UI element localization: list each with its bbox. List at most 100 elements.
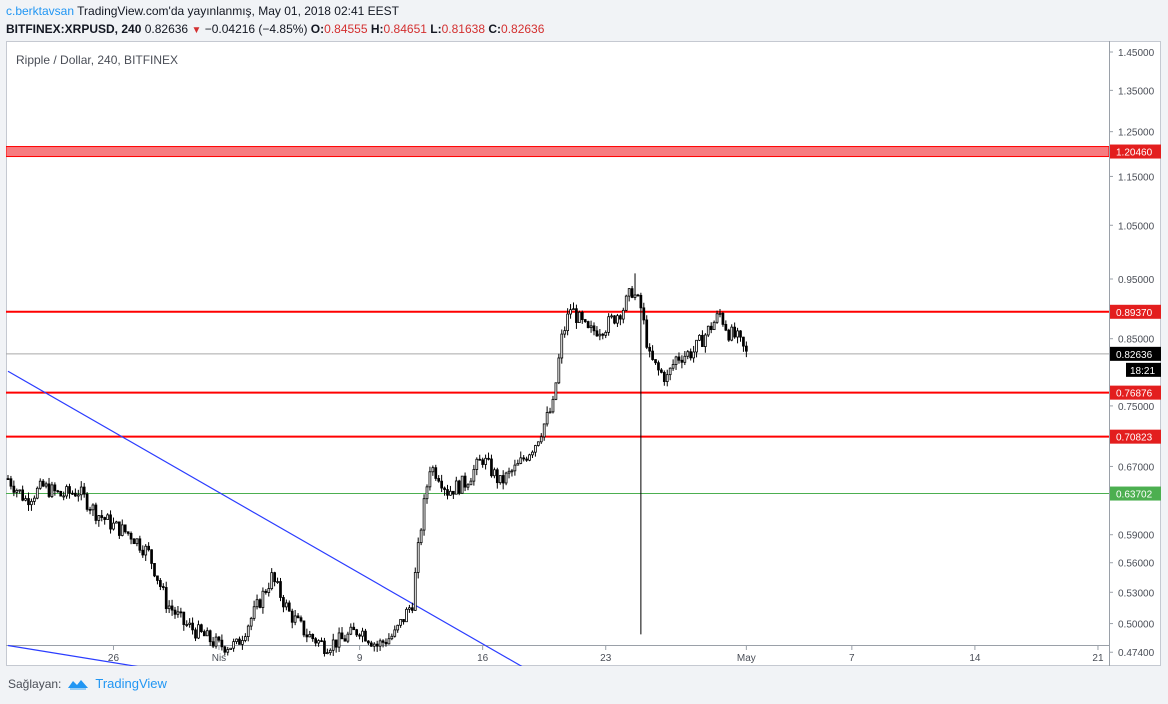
- author-link[interactable]: c.berktavsan: [6, 4, 75, 18]
- price-tick-label: 1.05000: [1118, 221, 1155, 232]
- candle-body: [367, 640, 370, 644]
- candle-body: [138, 538, 142, 551]
- candle-body: [132, 538, 136, 545]
- candle-body: [252, 606, 256, 619]
- support-3-tag: [1110, 486, 1161, 501]
- candle-body: [408, 607, 411, 610]
- candle-body: [730, 326, 734, 341]
- tradingview-logo-icon[interactable]: [67, 678, 89, 690]
- candle-body: [472, 469, 476, 482]
- candle-body: [528, 454, 531, 461]
- candle-body: [712, 321, 716, 331]
- candle-body: [651, 350, 654, 360]
- ohlc-header: BITFINEX:XRPUSD, 240 0.82636 ▼ −0.04216 …: [6, 22, 544, 36]
- candle-body: [733, 326, 736, 338]
- candle-body: [698, 334, 701, 341]
- candle-body: [220, 639, 224, 648]
- candle-body: [572, 308, 575, 311]
- candle-body: [410, 607, 414, 611]
- candle-body: [513, 464, 517, 472]
- candle-body: [531, 451, 534, 456]
- resistance-zone: [6, 146, 1109, 158]
- candle-body: [267, 588, 271, 593]
- candle-body: [311, 634, 315, 640]
- candle-body: [516, 463, 520, 466]
- candle-body: [481, 459, 485, 465]
- candle-body: [671, 364, 675, 369]
- candle-body: [560, 333, 564, 359]
- candle-body: [695, 339, 698, 353]
- candle-body: [504, 472, 508, 484]
- candle-body: [554, 382, 558, 400]
- symbol-label: BITFINEX:XRPUSD, 240: [6, 22, 142, 36]
- candle-body: [135, 538, 139, 545]
- candle-body: [185, 624, 189, 626]
- candle-body: [604, 331, 608, 336]
- candle-body: [328, 649, 332, 654]
- candle-body: [91, 504, 95, 511]
- open-value: 0.84555: [324, 22, 368, 36]
- candle-body: [282, 597, 285, 608]
- price-tick-label: 1.15000: [1118, 172, 1155, 183]
- candle-body: [97, 515, 101, 521]
- candle-body: [337, 632, 341, 648]
- candle-body: [686, 351, 690, 357]
- candle-body: [349, 626, 353, 635]
- candle-body: [607, 316, 611, 333]
- time-tick-label: May: [737, 653, 756, 664]
- price-tick-label: 0.67000: [1118, 462, 1155, 473]
- candle-body: [466, 484, 470, 488]
- candle-body: [724, 323, 728, 331]
- candle-body: [129, 532, 133, 540]
- candle-body: [498, 475, 502, 484]
- candle-body: [419, 529, 423, 544]
- candle-body: [399, 619, 402, 626]
- candle-body: [258, 599, 262, 608]
- candle-body: [358, 634, 361, 637]
- last-price-tag: [1110, 346, 1161, 361]
- candle-body: [393, 629, 397, 637]
- candle-body: [41, 480, 45, 487]
- resistance-1-tag-label: 0.89370: [1116, 308, 1153, 319]
- candle-body: [246, 625, 250, 638]
- candle-body: [434, 467, 438, 479]
- price-tick-label: 1.25000: [1118, 128, 1155, 139]
- candle-body: [293, 615, 297, 623]
- candle-body: [519, 457, 523, 464]
- candle-body: [56, 490, 60, 493]
- candle-body: [692, 351, 695, 359]
- candle-body: [665, 374, 669, 382]
- price-tick-label: 0.85000: [1118, 335, 1155, 346]
- candle-body: [542, 423, 546, 438]
- candle-body: [648, 346, 652, 352]
- candle-body: [493, 469, 496, 477]
- time-tick-label: 14: [969, 653, 981, 664]
- time-tick-label: 23: [600, 653, 612, 664]
- close-value: 0.82636: [501, 22, 545, 36]
- candle-body: [38, 480, 42, 489]
- tradingview-link[interactable]: TradingView: [95, 676, 167, 691]
- candle-body: [375, 643, 379, 647]
- low-label: L:: [430, 22, 442, 36]
- candle-body: [173, 609, 177, 615]
- candle-body: [545, 412, 549, 425]
- candle-body: [536, 441, 540, 446]
- candle-body: [715, 313, 719, 323]
- candle-body: [208, 630, 212, 643]
- last-price: 0.82636: [144, 22, 189, 36]
- candle-body: [243, 636, 247, 641]
- candle-body: [478, 458, 482, 461]
- candle-body: [6, 478, 10, 481]
- candle-body: [226, 649, 230, 653]
- candle-body: [112, 522, 115, 530]
- candle-body: [487, 457, 490, 460]
- candle-body: [387, 638, 391, 645]
- candle-body: [452, 490, 455, 495]
- price-chart[interactable]: 1.45000 1.35000 1.25000 1.15000 1.05000 0.950…: [6, 41, 1161, 666]
- candle-body: [249, 617, 253, 627]
- candle-body: [103, 517, 107, 520]
- candle-body: [577, 311, 581, 323]
- candle-body: [200, 624, 203, 632]
- candle-body: [123, 524, 127, 533]
- candle-body: [469, 480, 473, 486]
